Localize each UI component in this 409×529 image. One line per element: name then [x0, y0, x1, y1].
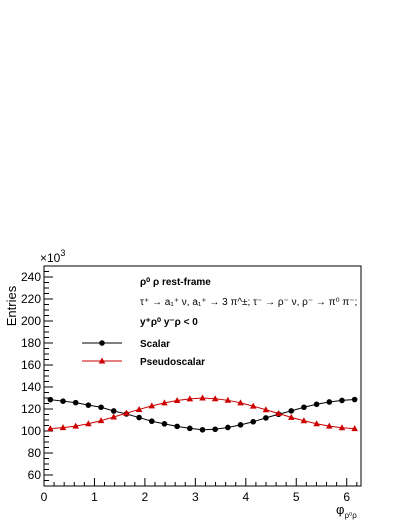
y-tick-label: 80: [28, 446, 42, 460]
data-point: [72, 422, 79, 429]
y-axis-title: Entries: [4, 285, 19, 326]
legend: Scalar Pseudoscalar: [82, 339, 205, 368]
legend-scalar-label: Scalar: [140, 339, 170, 350]
data-point: [275, 410, 282, 417]
data-point: [313, 401, 320, 408]
data-point: [287, 413, 295, 420]
y-tick-label: 200: [21, 314, 41, 328]
data-point: [174, 423, 180, 430]
data-point: [110, 413, 118, 420]
y-tick-label: 240: [21, 270, 41, 284]
x-tick-label: 3: [192, 490, 199, 504]
data-point: [339, 397, 345, 404]
x-axis: 0 1 2 3 4 5 6: [41, 478, 358, 504]
legend-pseudoscalar-marker: [98, 357, 106, 364]
data-point: [262, 406, 270, 413]
data-point: [72, 399, 79, 406]
data-point: [199, 394, 206, 401]
annotation-cut: y⁺ρ⁰ y⁻ρ < 0: [140, 317, 198, 328]
series-pseudoscalar: [47, 394, 358, 432]
data-point: [148, 402, 156, 409]
data-point: [300, 417, 308, 424]
data-point: [98, 404, 104, 411]
data-point: [351, 396, 358, 403]
x-axis-title: φρ⁰ρ: [336, 502, 357, 520]
data-point: [110, 408, 117, 414]
data-point: [59, 424, 67, 431]
data-point: [211, 395, 219, 402]
series-line: [50, 397, 355, 430]
data-point: [313, 420, 320, 427]
y-tick-label: 140: [21, 380, 41, 394]
x-tick-label: 4: [242, 490, 249, 504]
data-point: [136, 414, 142, 421]
data-point: [187, 425, 193, 432]
data-point: [85, 402, 92, 408]
y-tick-label: 120: [21, 402, 41, 416]
data-point: [199, 426, 206, 433]
y-multiplier: ×103: [40, 248, 65, 265]
data-point: [85, 420, 92, 427]
data-point: [212, 426, 218, 433]
data-point: [237, 422, 244, 428]
annotation-decay: τ⁺ → a₁⁺ ν, a₁⁺ → 3 π^±; τ⁻ → ρ⁻ ν, ρ⁻ →…: [140, 297, 357, 308]
y-tick-label: 160: [21, 358, 41, 372]
data-point: [249, 402, 257, 409]
data-point: [60, 398, 66, 404]
data-point: [288, 408, 295, 414]
annotation-frame: ρ⁰ ρ rest-frame: [140, 277, 211, 288]
y-tick-label: 180: [21, 336, 41, 350]
data-point: [338, 424, 346, 431]
data-point: [97, 417, 105, 424]
data-point: [47, 425, 54, 432]
data-point: [161, 399, 168, 406]
series-scalar: [47, 396, 358, 433]
data-point: [263, 415, 269, 421]
x-tick-label: 1: [91, 490, 98, 504]
x-axis-title-subscript: ρ⁰ρ: [344, 511, 357, 520]
y-multiplier-exponent: 3: [60, 248, 65, 258]
x-tick-label: 5: [293, 490, 300, 504]
x-tick-label: 0: [41, 490, 48, 504]
legend-pseudoscalar-label: Pseudoscalar: [140, 357, 205, 368]
series-layer: [47, 394, 358, 433]
legend-scalar-marker: [99, 340, 105, 346]
data-point: [123, 409, 130, 416]
data-point: [237, 399, 244, 406]
data-point: [351, 425, 358, 432]
data-point: [326, 399, 333, 405]
data-point: [47, 396, 54, 403]
data-point: [161, 421, 168, 427]
data-point: [301, 404, 307, 411]
data-point: [225, 424, 231, 431]
y-axis: 60 80 100 120 140 160 180 200 220 240: [21, 265, 53, 487]
y-tick-label: 60: [28, 468, 42, 482]
data-point: [224, 396, 232, 403]
data-point: [148, 418, 155, 425]
data-point: [173, 397, 181, 404]
data-point: [326, 422, 333, 429]
x-tick-label: 2: [142, 490, 149, 504]
series-line: [50, 399, 355, 431]
data-point: [135, 405, 143, 412]
data-point: [250, 418, 257, 425]
x-tick-label: 6: [343, 490, 350, 504]
data-point: [186, 395, 194, 402]
y-tick-label: 100: [21, 424, 41, 438]
y-tick-label: 220: [21, 292, 41, 306]
